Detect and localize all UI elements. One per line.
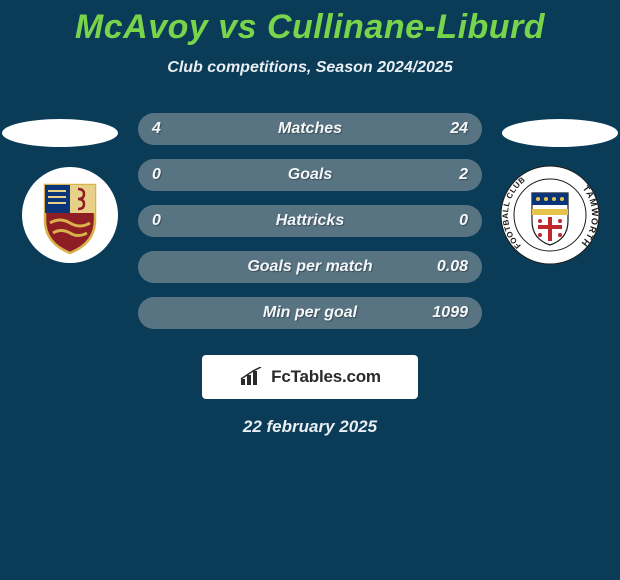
stat-right-value: 2 <box>428 166 468 184</box>
stat-rows: 4Matches24 0Goals2 0Hattricks0 Goals per ma… <box>138 113 482 343</box>
stat-left-value: 0 <box>152 166 192 184</box>
subtitle: Club competitions, Season 2024/2025 <box>0 59 620 77</box>
date-text: 22 february 2025 <box>0 417 620 437</box>
stat-right-value: 1099 <box>428 304 468 322</box>
stat-right-value: 24 <box>428 120 468 138</box>
crest-left-svg <box>20 165 120 265</box>
stat-row: 0Goals2 <box>138 159 482 191</box>
stat-right-value: 0 <box>428 212 468 230</box>
page-title: McAvoy vs Cullinane-Liburd <box>0 0 620 47</box>
stat-left-value: 4 <box>152 120 192 138</box>
comparison-card: McAvoy vs Cullinane-Liburd Club competit… <box>0 0 620 580</box>
club-crest-left <box>20 165 120 265</box>
player-oval-right <box>502 119 618 147</box>
club-crest-right: TAMWORTH FOOTBALL CLUB <box>500 165 600 265</box>
player-oval-left <box>2 119 118 147</box>
attribution-box: FcTables.com <box>202 355 418 399</box>
attribution-text: FcTables.com <box>271 367 381 387</box>
stat-left-value: 0 <box>152 212 192 230</box>
stat-row: Goals per match0.08 <box>138 251 482 283</box>
stat-row: 0Hattricks0 <box>138 205 482 237</box>
stat-right-value: 0.08 <box>428 258 468 276</box>
chart-icon <box>239 367 265 387</box>
stat-row: 4Matches24 <box>138 113 482 145</box>
crest-right-svg: TAMWORTH FOOTBALL CLUB <box>500 165 600 265</box>
stat-row: Min per goal1099 <box>138 297 482 329</box>
stats-area: TAMWORTH FOOTBALL CLUB 4Matches24 0Goals2… <box>0 113 620 337</box>
